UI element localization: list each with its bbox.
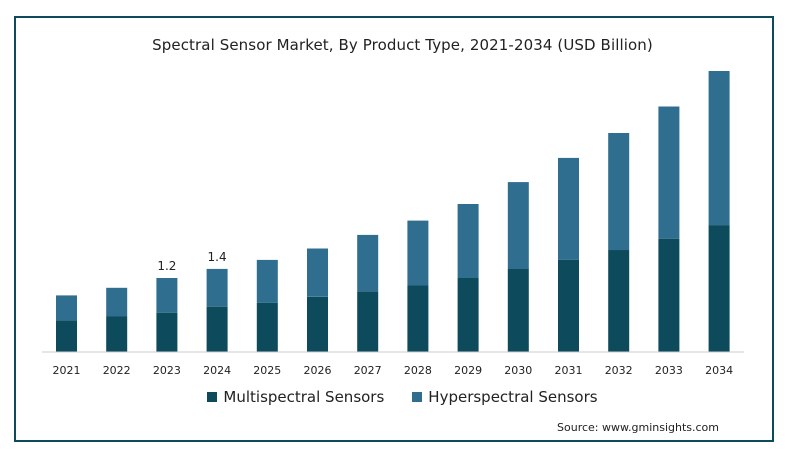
data-label-2023: 1.2 <box>157 259 176 273</box>
legend-item-multispectral: Multispectral Sensors <box>207 388 384 406</box>
bar-hyperspectral-2030 <box>507 182 529 269</box>
x-tick-label-2026: 2026 <box>304 364 332 377</box>
chart-frame <box>14 16 774 442</box>
source-note: Source: www.gminsights.com <box>557 421 719 434</box>
bar-multispectral-2030 <box>507 268 529 352</box>
bar-hyperspectral-2028 <box>407 220 429 286</box>
x-tick-label-2024: 2024 <box>203 364 231 377</box>
x-tick-label-2031: 2031 <box>555 364 583 377</box>
x-tick-label-2028: 2028 <box>404 364 432 377</box>
bar-hyperspectral-2021 <box>56 295 77 321</box>
chart-title: Spectral Sensor Market, By Product Type,… <box>152 36 653 54</box>
x-tick-label-2034: 2034 <box>705 364 733 377</box>
bar-hyperspectral-2026 <box>307 248 328 297</box>
x-tick-label-2032: 2032 <box>605 364 633 377</box>
bar-hyperspectral-2023 <box>156 278 178 313</box>
data-labels: 1.2 1.4 <box>157 250 226 273</box>
bar-hyperspectral-2034 <box>708 71 730 226</box>
bar-multispectral-2031 <box>558 259 579 352</box>
bar-hyperspectral-2024 <box>206 268 228 307</box>
x-tick-label-2021: 2021 <box>53 364 81 377</box>
x-tick-label-2027: 2027 <box>354 364 382 377</box>
x-tick-label-2023: 2023 <box>153 364 181 377</box>
bar-multispectral-2022 <box>106 316 128 352</box>
legend-swatch-multispectral <box>207 392 218 402</box>
legend-item-hyperspectral: Hyperspectral Sensors <box>412 388 598 406</box>
x-tick-label-2033: 2033 <box>655 364 683 377</box>
legend: Multispectral Sensors Hyperspectral Sens… <box>0 388 805 406</box>
bar-hyperspectral-2022 <box>106 287 128 317</box>
bars-group <box>56 71 730 352</box>
bar-multispectral-2027 <box>357 291 379 352</box>
bar-hyperspectral-2027 <box>357 234 379 292</box>
legend-label-multispectral: Multispectral Sensors <box>223 388 385 406</box>
x-tick-label-2030: 2030 <box>504 364 532 377</box>
legend-label-hyperspectral: Hyperspectral Sensors <box>428 388 598 406</box>
bar-hyperspectral-2031 <box>558 157 579 260</box>
bar-multispectral-2025 <box>256 302 278 352</box>
x-tick-label-2022: 2022 <box>103 364 131 377</box>
data-label-2024: 1.4 <box>208 250 227 264</box>
bar-multispectral-2032 <box>608 250 630 352</box>
bar-hyperspectral-2025 <box>256 259 278 303</box>
bar-multispectral-2033 <box>658 238 680 352</box>
x-tick-label-2025: 2025 <box>253 364 281 377</box>
bar-multispectral-2021 <box>56 320 77 352</box>
x-tick-labels: 2021 2022 2023 2024 2025 2026 2027 2028 2029 2030… <box>53 364 734 377</box>
bar-multispectral-2028 <box>407 285 429 352</box>
bar-multispectral-2026 <box>307 296 328 352</box>
bar-hyperspectral-2029 <box>457 204 479 278</box>
bar-multispectral-2024 <box>206 306 228 352</box>
bar-multispectral-2034 <box>708 225 730 352</box>
legend-swatch-hyperspectral <box>412 392 423 402</box>
bar-multispectral-2023 <box>156 312 178 352</box>
x-tick-label-2029: 2029 <box>454 364 482 377</box>
bar-hyperspectral-2033 <box>658 106 680 239</box>
bar-multispectral-2029 <box>457 278 479 352</box>
bar-hyperspectral-2032 <box>608 133 630 251</box>
